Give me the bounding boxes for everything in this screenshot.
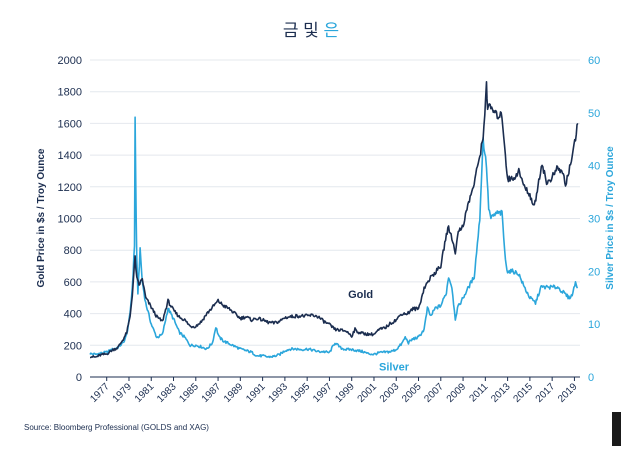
y-right-tick-label: 20	[588, 266, 600, 278]
x-tick-label: 2019	[556, 381, 580, 405]
x-tick-label: 1981	[133, 381, 157, 405]
x-tick-label: 2009	[445, 381, 469, 405]
x-tick-label: 1983	[155, 381, 179, 405]
y-left-tick-label: 600	[64, 277, 82, 289]
y-right-tick-label: 40	[588, 161, 600, 173]
y-left-tick-label: 1400	[58, 150, 82, 162]
y-left-tick-label: 2000	[58, 55, 82, 67]
series-lines	[89, 81, 579, 359]
x-tick-label: 1987	[200, 381, 224, 405]
x-tick-label: 2007	[422, 381, 446, 405]
x-tick-label: 1997	[311, 381, 335, 405]
x-tick-label: 2011	[467, 381, 490, 404]
chart-title-gold-part: 금 및	[283, 21, 324, 40]
x-tick-label: 1989	[222, 381, 246, 405]
x-tick-label: 1991	[244, 381, 268, 405]
x-tick-label: 1977	[88, 381, 112, 405]
x-tick-label: 2017	[534, 381, 558, 405]
y-axis-right-title: Silver Price in $s / Troy Ounce	[605, 146, 616, 290]
y-right-tick-label: 60	[588, 55, 600, 67]
x-tick-label: 1995	[289, 381, 313, 405]
y-left-tick-label: 400	[64, 309, 82, 321]
x-tick-label: 2015	[511, 381, 535, 405]
gold-series-label: Gold	[348, 289, 373, 301]
y-left-tick-label: 0	[76, 372, 82, 384]
y-left-tick-label: 1600	[58, 118, 82, 130]
x-tick-label: 2013	[489, 381, 513, 405]
y-left-tick-label: 1200	[58, 182, 82, 194]
x-tick-label: 1985	[177, 381, 201, 405]
annotations: Gold Silver	[348, 289, 410, 374]
y-left-tick-label: 200	[64, 340, 82, 352]
x-tick-label: 2005	[400, 381, 424, 405]
corner-mark	[612, 412, 621, 446]
y-right-tick-label: 50	[588, 108, 600, 120]
x-tick-label: 2001	[356, 381, 380, 405]
y-left-tick-label: 1000	[58, 214, 82, 226]
chart-title-silver-part: 은	[324, 21, 340, 40]
x-tick-label: 2003	[378, 381, 402, 405]
y-left-tick-label: 800	[64, 245, 82, 257]
y-left-tick-label: 1800	[58, 87, 82, 99]
y-axis-left-title: Gold Price in $s / Troy Ounce	[36, 148, 47, 287]
silver-price-line	[89, 116, 579, 359]
chart-title: 금 및 은	[283, 21, 339, 40]
x-tick-label: 1993	[266, 381, 290, 405]
source-note: Source: Bloomberg Professional (GOLDS an…	[24, 423, 209, 432]
silver-series-label: Silver	[379, 362, 410, 374]
y-right-tick-label: 30	[588, 214, 600, 226]
gold-price-line	[90, 81, 579, 359]
y-right-tick-label: 10	[588, 319, 600, 331]
x-tick-label: 1979	[111, 381, 135, 405]
x-tick-label: 1999	[333, 381, 357, 405]
y-right-tick-label: 0	[588, 372, 594, 384]
